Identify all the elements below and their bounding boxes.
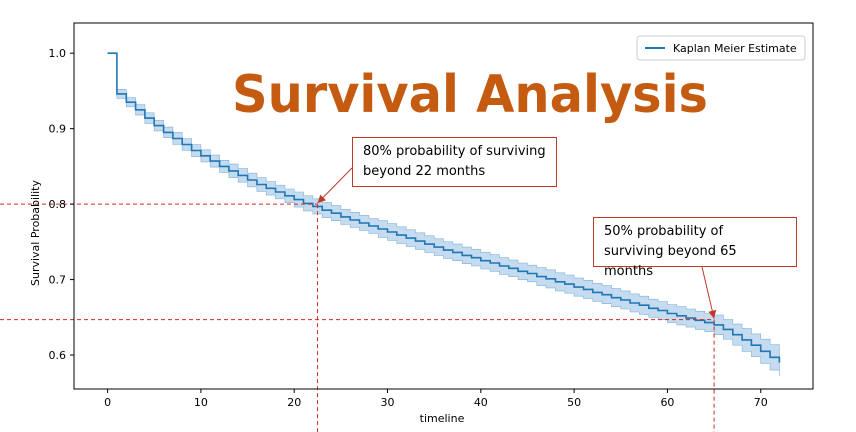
x-tick-label-20: 20 [287, 396, 301, 409]
annotation-callout-22-months: 80% probability of surviving beyond 22 m… [352, 137, 557, 187]
annotation-arrow-head-2 [708, 309, 717, 319]
reference-lines-layer [0, 203, 715, 432]
y-tick-label-1: 0.7 [49, 274, 67, 287]
x-tick-label-70: 70 [754, 396, 768, 409]
legend-label: Kaplan Meier Estimate [673, 42, 797, 55]
x-tick-label-0: 0 [104, 396, 111, 409]
x-tick-label-60: 60 [660, 396, 674, 409]
km-step-line [107, 52, 781, 363]
annotation-arrows-layer [317, 167, 717, 319]
x-axis-label: timeline [420, 412, 465, 425]
y-tick-label-4: 1.0 [49, 47, 67, 60]
annotation-arrow-line-2 [701, 266, 715, 319]
axis-ticks-layer: 0 10 20 30 40 50 60 70 0.6 0.7 0.8 0.9 1.0 [49, 47, 768, 409]
x-tick-label-30: 30 [381, 396, 395, 409]
chart-title: Survival Analysis [232, 65, 708, 125]
plot-area-frame [73, 22, 814, 390]
y-tick-label-3: 0.9 [49, 123, 67, 136]
annotation-arrow-line-1 [317, 167, 353, 204]
annotation-arrow-head-1 [317, 194, 326, 204]
x-tick-label-40: 40 [474, 396, 488, 409]
km-curve-layer [107, 52, 781, 363]
y-tick-label-2: 0.8 [49, 198, 67, 211]
y-axis-label: Survival Probability [29, 180, 42, 286]
legend-box [636, 35, 806, 61]
y-tick-label-0: 0.6 [49, 349, 67, 362]
legend: Kaplan Meier Estimate [636, 35, 806, 61]
x-tick-label-10: 10 [194, 396, 208, 409]
x-tick-label-50: 50 [567, 396, 581, 409]
annotation-callout-65-months: 50% probability of surviving beyond 65 m… [593, 217, 797, 279]
